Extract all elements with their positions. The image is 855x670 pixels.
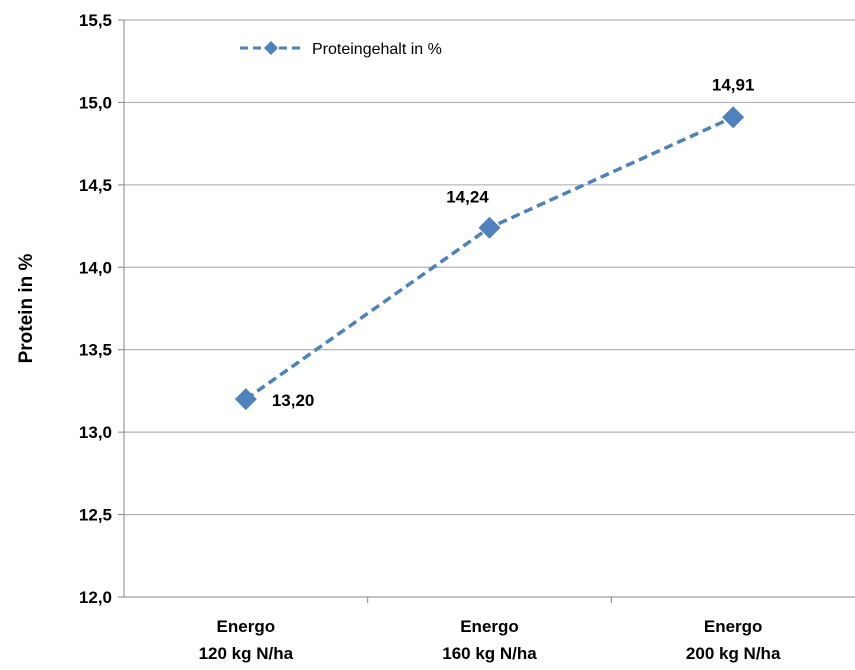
data-label: 14,24 — [446, 188, 489, 207]
axes — [118, 19, 855, 603]
data-point-marker — [478, 216, 501, 239]
x-tick-label: Energo 200 kg N/ha — [686, 617, 781, 663]
y-tick-label: 12,5 — [79, 506, 112, 525]
data-point-marker — [722, 106, 745, 129]
series-group: 13,20 14,24 14,91 — [234, 75, 755, 411]
y-tick-label: 15,5 — [79, 11, 112, 30]
y-tick-label: 15,0 — [79, 93, 112, 112]
x-tick-label-line: Energo — [217, 617, 276, 636]
data-point-marker — [234, 388, 257, 411]
y-tick-label: 14,0 — [79, 258, 112, 277]
x-tick-label: Energo 120 kg N/ha — [199, 617, 294, 663]
y-axis-label: Protein in % — [16, 254, 37, 364]
gridlines — [124, 19, 855, 516]
legend-label: Proteingehalt in % — [312, 41, 442, 58]
data-label: 14,91 — [712, 75, 755, 94]
x-tick-label-line: 120 kg N/ha — [199, 644, 294, 663]
x-tick-label: Energo 160 kg N/ha — [442, 617, 537, 663]
x-tick-label-line: 160 kg N/ha — [442, 644, 537, 663]
x-tick-label-line: Energo — [704, 617, 763, 636]
x-tick-label-line: 200 kg N/ha — [686, 644, 781, 663]
y-tick-label: 13,0 — [79, 423, 112, 442]
legend: Proteingehalt in % — [240, 41, 442, 58]
data-label: 13,20 — [272, 391, 315, 410]
y-tick-label: 12,0 — [79, 588, 112, 607]
series-line — [244, 115, 734, 401]
y-axis-ticks: 12,0 12,5 13,0 13,5 14,0 14,5 15,0 15,5 — [79, 11, 112, 607]
y-tick-label: 14,5 — [79, 176, 112, 195]
legend-diamond-marker — [264, 41, 278, 55]
x-tick-label-line: Energo — [460, 617, 519, 636]
y-tick-label: 13,5 — [79, 341, 112, 360]
